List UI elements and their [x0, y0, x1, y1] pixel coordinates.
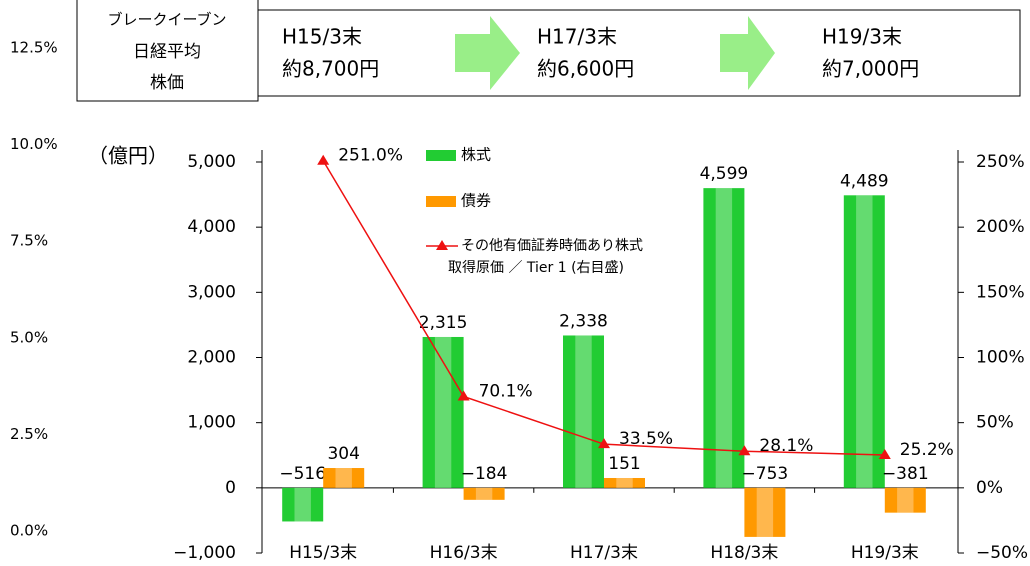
x-tick-label: H17/3末	[570, 543, 638, 563]
stage-period: H19/3末	[822, 25, 902, 49]
bar-shine	[575, 335, 592, 488]
data-label: 304	[327, 444, 359, 464]
y2-tick-label: 100%	[976, 348, 1025, 368]
legend-swatch	[426, 196, 456, 207]
y2-tick-label: 150%	[976, 282, 1025, 302]
bar-shine	[294, 487, 311, 522]
y-tick-label: 3,000	[187, 282, 236, 302]
bar-shine	[335, 468, 352, 488]
arrow	[455, 16, 520, 90]
bar-shine	[475, 487, 493, 500]
bar-shine	[856, 195, 873, 488]
data-label: 2,338	[559, 311, 608, 331]
y-tick-label: 2,000	[187, 348, 236, 368]
stage-period: H17/3末	[537, 25, 617, 49]
y2-tick-label: 200%	[976, 217, 1025, 237]
bar-shine	[897, 487, 914, 513]
marker	[878, 448, 891, 459]
y3-tick-label: 5.0%	[10, 328, 48, 346]
bar	[703, 188, 745, 488]
bar	[843, 195, 885, 488]
legend-label: その他有価証券時価あり株式取得原価 ／ Tier 1 (右目盛)	[448, 238, 643, 276]
y3-tick-label: 0.0%	[10, 522, 48, 540]
legend-label: 債券	[461, 192, 491, 210]
bar	[323, 468, 365, 488]
header-label: 株価	[150, 73, 184, 93]
bar	[884, 487, 926, 513]
marker	[457, 390, 470, 401]
bar	[282, 487, 324, 522]
legend-label-line: その他有価証券時価あり株式	[461, 238, 643, 254]
y2-tick-label: 250%	[976, 152, 1025, 172]
data-label: 2,315	[419, 313, 468, 333]
bar	[744, 487, 786, 537]
bar-shine	[616, 477, 633, 488]
legend-label: 株式	[461, 146, 491, 164]
legend-label-line: 取得原価 ／ Tier 1 (右目盛)	[448, 259, 624, 276]
y-tick-label: 1,000	[187, 413, 236, 433]
data-label: 25.2%	[900, 440, 954, 460]
bar	[463, 487, 505, 500]
y3-tick-label: 10.0%	[10, 135, 58, 153]
data-label: 33.5%	[619, 429, 673, 449]
legend-marker	[436, 240, 448, 250]
bar-shine	[756, 487, 774, 537]
y-tick-label: 0	[225, 478, 236, 498]
data-label: 70.1%	[479, 381, 533, 401]
x-tick-label: H18/3末	[710, 543, 778, 563]
y3-tick-label: 7.5%	[10, 232, 48, 250]
stage-price: 約8,700円	[282, 57, 379, 81]
bar	[563, 335, 604, 488]
y-tick-label: 4,000	[187, 217, 236, 237]
y2-tick-label: 50%	[976, 413, 1014, 433]
marker	[317, 154, 330, 165]
x-tick-label: H15/3末	[289, 543, 357, 563]
data-label: −381	[882, 464, 929, 484]
bar	[604, 477, 645, 488]
header-label: 日経平均	[133, 42, 201, 62]
stage-price: 約6,600円	[537, 57, 634, 81]
data-label: −184	[461, 464, 508, 484]
x-tick-label: H16/3末	[430, 543, 498, 563]
data-label: 251.0%	[338, 146, 403, 166]
y-tick-label: −1,000	[173, 543, 236, 563]
stage-price: 約7,000円	[822, 57, 919, 81]
data-label: 4,489	[840, 171, 889, 191]
marker	[598, 438, 610, 449]
data-label: −516	[279, 464, 326, 484]
bar-shine	[434, 336, 452, 488]
y3-tick-label: 12.5%	[10, 39, 58, 57]
y2-tick-label: 0%	[976, 478, 1003, 498]
y-tick-label: 5,000	[187, 152, 236, 172]
marker	[738, 445, 751, 456]
data-label: −753	[742, 464, 789, 484]
data-label: 151	[608, 454, 640, 474]
data-label: 4,599	[700, 164, 749, 184]
x-tick-label: H19/3末	[851, 543, 919, 563]
header-label: ブレークイーブン	[107, 11, 226, 29]
y3-tick-label: 2.5%	[10, 425, 48, 443]
data-label: 28.1%	[759, 436, 813, 456]
y2-tick-label: −50%	[976, 543, 1028, 563]
y-unit: （億円）	[88, 144, 168, 168]
header-label-box	[76, 0, 259, 102]
stage-period: H15/3末	[282, 25, 362, 49]
bar-shine	[715, 188, 733, 488]
arrow	[720, 16, 775, 90]
legend-swatch	[426, 150, 456, 161]
header-stage-box	[257, 9, 1021, 97]
